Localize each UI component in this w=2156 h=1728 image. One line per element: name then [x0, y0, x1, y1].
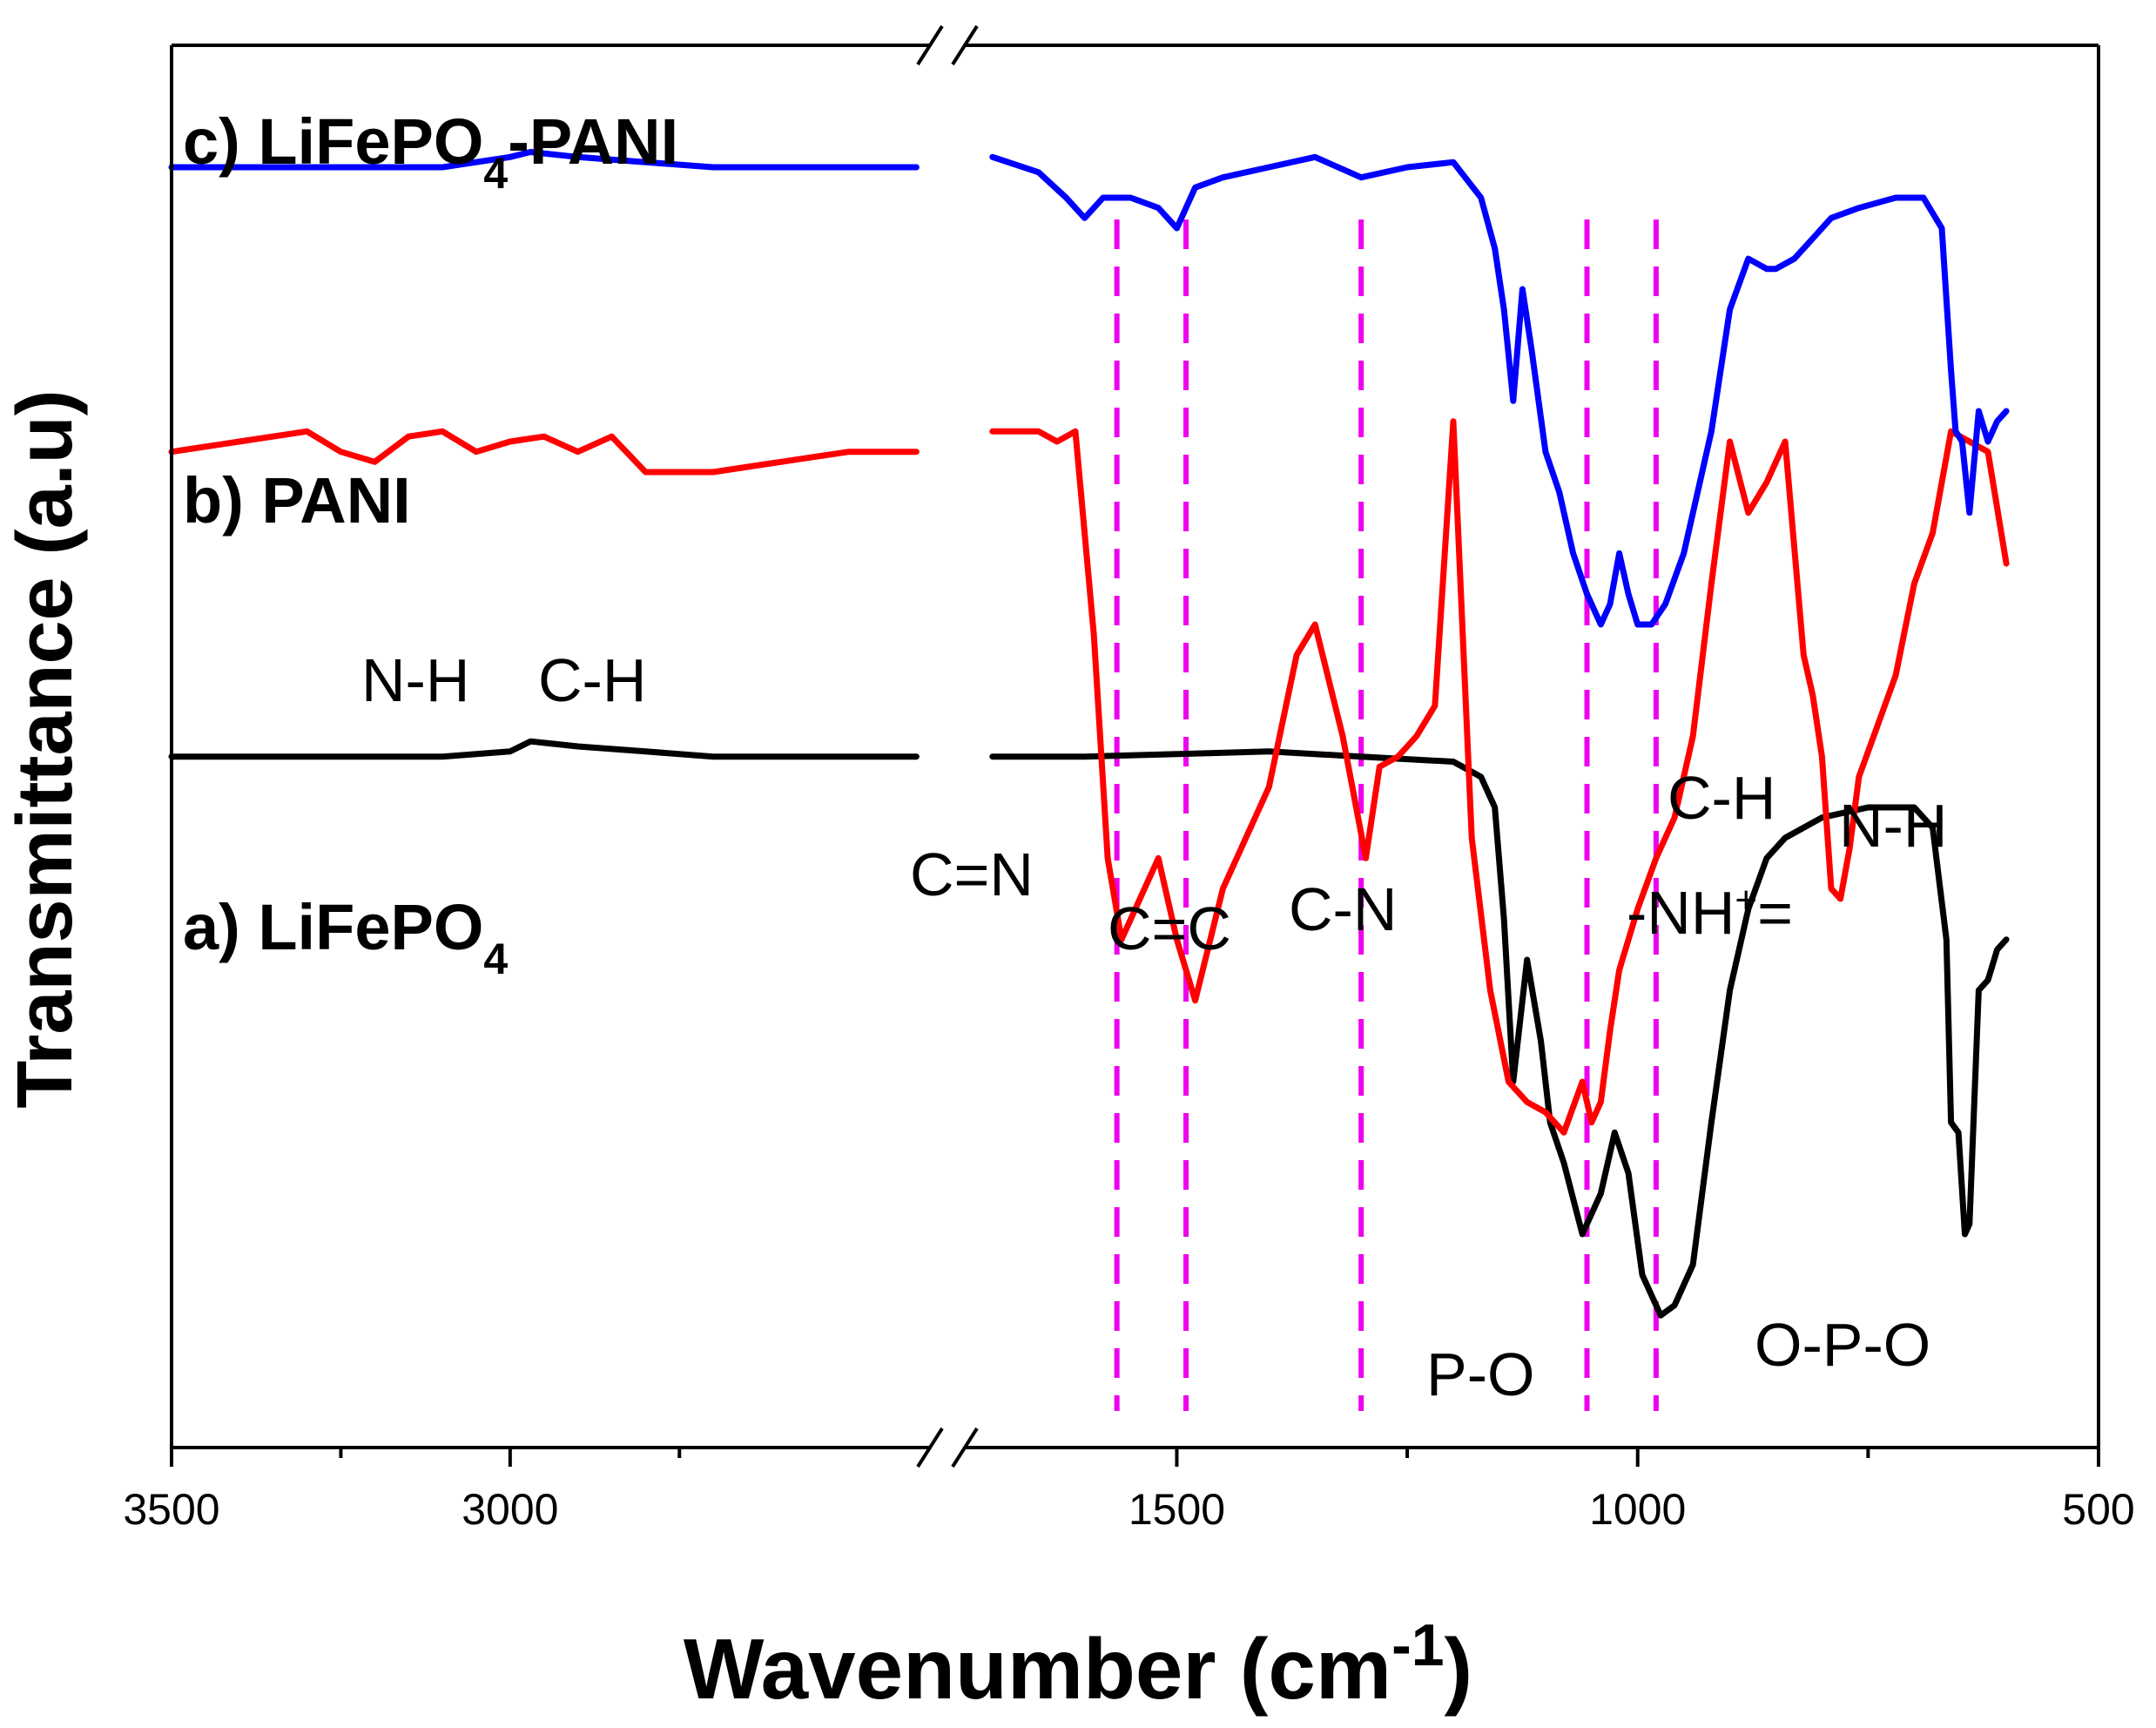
series-lifepo4_pani-right: [989, 153, 2010, 628]
annotation-nh-left: N-H: [361, 646, 469, 714]
x-tick-label-1000: 1000: [1589, 1485, 1686, 1534]
series-lifepo4_pani-left: [168, 149, 920, 171]
axis-break-mark-bottom-2: [951, 1427, 979, 1468]
series-lifepo4-left: [168, 738, 920, 760]
annotation-nh-plus: -NH+=: [1627, 879, 1793, 948]
guide-lines: [1114, 219, 1659, 1411]
axis-break-mark-bottom-1: [916, 1427, 944, 1468]
label-lifepo4-pani: c) LiFePO4-PANI: [183, 105, 678, 198]
annotation-cn-single: C-N: [1289, 875, 1397, 943]
axis-break-mark-top-1: [916, 24, 944, 66]
annotation-nh-right: N-H: [1839, 792, 1947, 860]
series-pani-right: [989, 418, 2010, 1136]
axis-break-mark-top-2: [951, 24, 979, 66]
series-lifepo4-right: [989, 748, 2010, 1319]
x-axis-title: Wavenumber (cm-1): [684, 1612, 1472, 1717]
annotation-cn-double: C=N: [910, 840, 1034, 908]
annotation-cc-double: C=C: [1108, 894, 1231, 962]
annotation-ch-right: C-H: [1668, 764, 1775, 832]
label-pani: b) PANI: [183, 464, 411, 537]
series-group: [168, 149, 2010, 1319]
plot-frame: [170, 24, 2100, 1468]
y-axis-title: Transmittance (a.u): [2, 389, 89, 1108]
annotation-po: P-O: [1426, 1340, 1534, 1408]
label-lifepo4: a) LiFePO4: [183, 891, 508, 983]
series-pani-left: [168, 428, 920, 476]
x-tick-label-1500: 1500: [1129, 1485, 1225, 1534]
x-tick-label-3500: 3500: [123, 1485, 219, 1534]
x-tick-label-3000: 3000: [462, 1485, 558, 1534]
x-tick-label-500: 500: [2062, 1485, 2134, 1534]
annotation-opo: O-P-O: [1755, 1311, 1930, 1379]
annotation-ch-left: C-H: [538, 646, 646, 714]
x-ticks: 3500 3000 1500 1000 500: [123, 1448, 2135, 1534]
